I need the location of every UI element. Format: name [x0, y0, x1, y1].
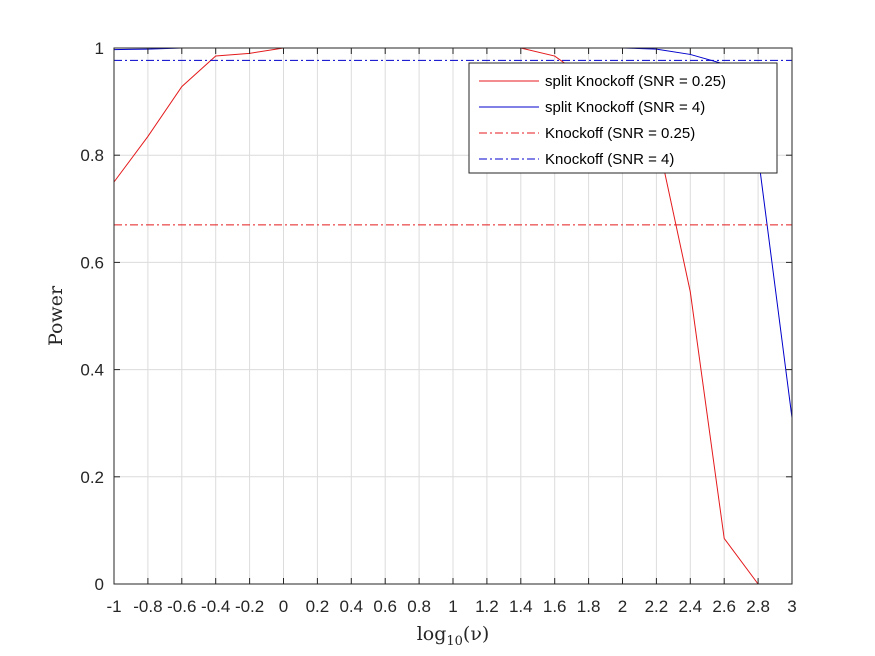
x-tick-label-14: 1.8	[577, 597, 601, 616]
x-tick-label-2: -0.6	[167, 597, 196, 616]
legend-label-3: Knockoff (SNR = 4)	[545, 151, 674, 168]
x-tick-label-5: 0	[279, 597, 288, 616]
legend-label-0: split Knockoff (SNR = 0.25)	[545, 73, 726, 90]
x-tick-label-15: 2	[618, 597, 627, 616]
x-tick-label-7: 0.4	[339, 597, 363, 616]
y-tick-label-2: 0.4	[80, 361, 104, 380]
x-tick-label-4: -0.2	[235, 597, 264, 616]
x-tick-label-8: 0.6	[373, 597, 397, 616]
x-tick-label-1: -0.8	[133, 597, 162, 616]
y-tick-label-3: 0.6	[80, 253, 104, 272]
y-tick-label-4: 0.8	[80, 146, 104, 165]
x-tick-label-9: 0.8	[407, 597, 431, 616]
legend-label-2: Knockoff (SNR = 0.25)	[545, 125, 695, 142]
legend: split Knockoff (SNR = 0.25) split Knockof…	[468, 62, 778, 174]
x-tick-label-16: 2.2	[645, 597, 669, 616]
y-tick-label-1: 0.2	[80, 468, 104, 487]
x-axis-label: log10(ν)	[417, 623, 490, 649]
x-tick-label-6: 0.2	[306, 597, 330, 616]
x-tick-label-3: -0.4	[201, 597, 230, 616]
x-tick-label-12: 1.4	[509, 597, 533, 616]
x-tick-label-20: 3	[787, 597, 796, 616]
legend-label-1: split Knockoff (SNR = 4)	[545, 99, 705, 116]
y-axis-ticks: 0 0.2 0.4 0.6 0.8 1	[80, 39, 792, 594]
x-tick-label-10: 1	[448, 597, 457, 616]
x-tick-label-13: 1.6	[543, 597, 567, 616]
y-tick-label-0: 0	[95, 575, 104, 594]
y-axis-label: Power	[45, 285, 67, 346]
x-tick-label-18: 2.6	[712, 597, 736, 616]
x-tick-label-17: 2.4	[678, 597, 702, 616]
x-tick-label-11: 1.2	[475, 597, 499, 616]
x-tick-label-0: -1	[106, 597, 121, 616]
y-tick-label-5: 1	[95, 39, 104, 58]
x-tick-label-19: 2.8	[746, 597, 770, 616]
x-axis-ticks: -1 -0.8 -0.6 -0.4 -0.2 0 0.2 0.4 0.6 0.8 1 1.2 1.4 1.…	[106, 48, 797, 616]
